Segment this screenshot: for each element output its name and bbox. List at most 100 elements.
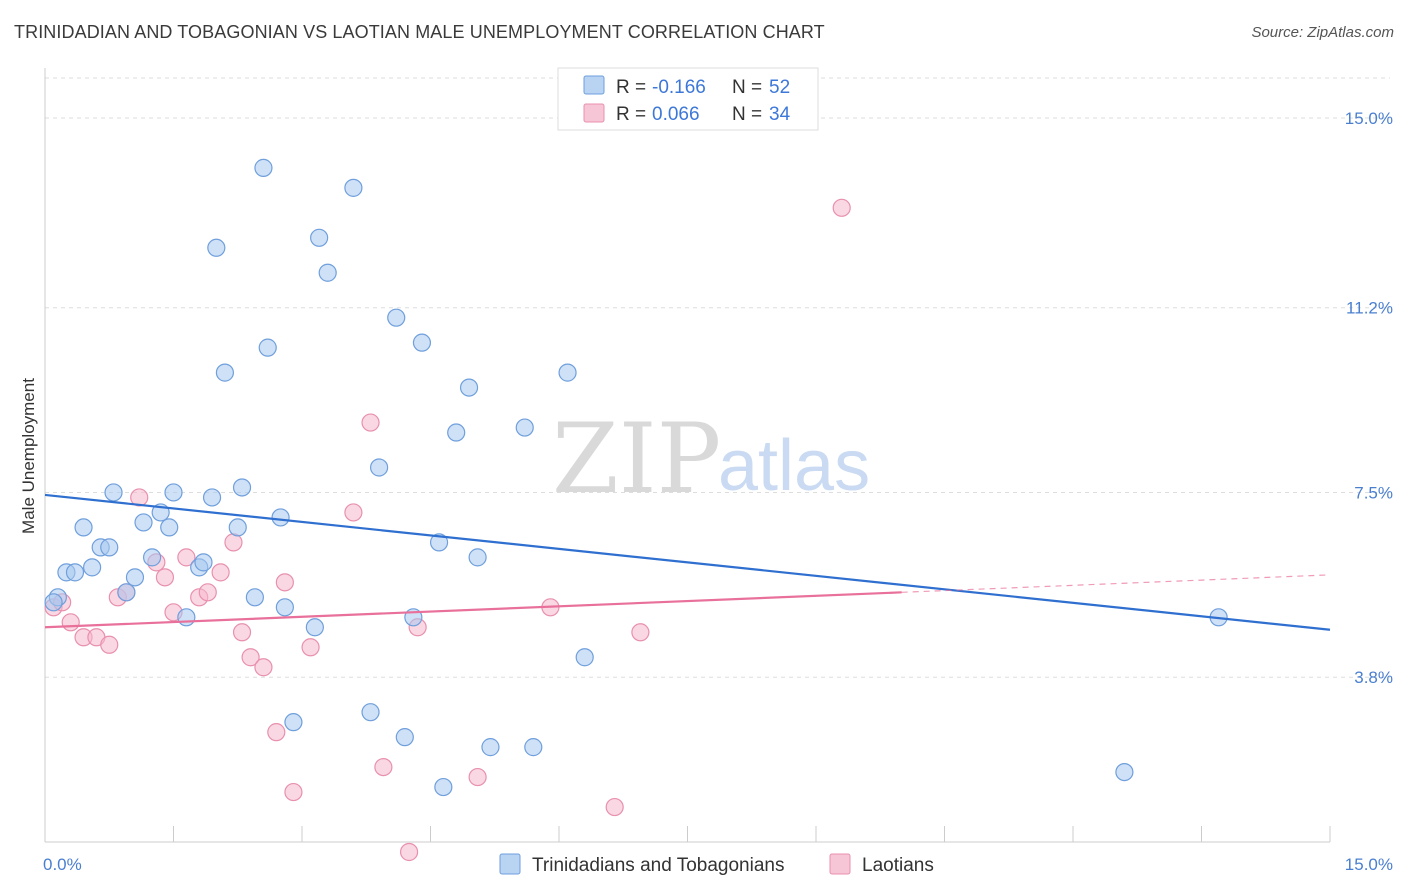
point-trinidadian (65, 563, 85, 582)
point-trinidadian (459, 378, 479, 397)
point-laotian (198, 583, 217, 602)
point-laotian (100, 635, 119, 654)
point-trinidadian (370, 458, 389, 477)
point-trinidadian (558, 363, 577, 382)
point-trinidadian (271, 508, 290, 527)
legend-r-label: R = (616, 104, 646, 125)
point-laotian (468, 767, 487, 787)
legend-r-value: -0.166 (652, 77, 706, 98)
trend-line-trinidadian (44, 493, 1331, 631)
watermark: ZIP atlas (552, 403, 870, 515)
y-tick-label: 11.2% (1346, 299, 1393, 318)
x-tick-labels: 0.0% 15.0% (43, 855, 1393, 874)
point-laotian (241, 648, 260, 667)
point-trinidadian (194, 553, 213, 572)
watermark-zip: ZIP (552, 403, 721, 515)
legend: R = -0.166 N = 52 R = 0.066 N = 34 (557, 67, 819, 131)
point-trinidadian (228, 518, 247, 537)
legend-n-value: 52 (769, 77, 790, 98)
series-legend-swatch-trinidadian (499, 853, 521, 875)
chart-title: TRINIDADIAN AND TOBAGONIAN VS LAOTIAN MA… (14, 22, 825, 42)
point-trinidadian (125, 568, 145, 587)
point-trinidadian (44, 593, 63, 612)
series-legend-label-laotian: Laotians (862, 855, 934, 876)
point-trinidadian (164, 483, 183, 502)
point-laotian (254, 658, 273, 677)
point-laotian (344, 503, 363, 522)
series-legend: Trinidadians and Tobagonians Laotians (499, 853, 934, 876)
point-trinidadian (429, 533, 449, 552)
point-trinidadian (310, 228, 329, 247)
point-laotian (832, 198, 851, 217)
legend-swatch-trinidadian (583, 75, 605, 95)
point-trinidadian (104, 483, 123, 502)
point-trinidadian (447, 423, 466, 442)
chart-source: Source: ZipAtlas.com (1251, 24, 1394, 41)
point-trinidadian (468, 548, 487, 567)
point-laotian (224, 533, 243, 552)
x-tick-label-max: 15.0% (1345, 855, 1393, 874)
point-trinidadian (344, 178, 363, 197)
grid-lines (45, 77, 1390, 678)
point-trinidadian (361, 703, 380, 722)
point-laotian (61, 613, 80, 632)
point-trinidadian (74, 518, 93, 537)
point-trinidadian (412, 333, 432, 352)
point-laotian (267, 723, 286, 742)
point-trinidadian (1115, 762, 1134, 782)
point-trinidadian (83, 558, 102, 577)
point-trinidadian (202, 488, 222, 507)
point-trinidadian (387, 308, 406, 327)
legend-swatch-laotian (583, 103, 605, 123)
point-trinidadian (258, 338, 277, 357)
data-points (44, 158, 1228, 862)
point-laotian (155, 568, 175, 587)
series-legend-label-trinidadian: Trinidadians and Tobagonians (532, 855, 784, 876)
point-trinidadian (100, 538, 119, 557)
point-laotian (301, 638, 320, 657)
point-trinidadian (275, 598, 294, 617)
legend-n-label: N = (732, 77, 762, 98)
watermark-atlas: atlas (718, 426, 870, 506)
y-tick-label: 7.5% (1354, 483, 1393, 502)
legend-r-value: 0.066 (652, 104, 700, 125)
point-trinidadian (395, 728, 414, 747)
point-trinidadian (305, 618, 324, 637)
y-axis-label: Male Unemployment (19, 378, 38, 534)
point-laotian (177, 548, 196, 567)
point-trinidadian (284, 713, 303, 732)
point-trinidadian (515, 418, 534, 437)
point-trinidadian (232, 478, 252, 497)
point-trinidadian (207, 238, 226, 257)
y-tick-labels: 3.8% 7.5% 11.2% 15.0% (1345, 109, 1393, 687)
series-legend-swatch-laotian (829, 853, 851, 875)
point-laotian (275, 573, 294, 592)
point-trinidadian (481, 738, 500, 757)
point-laotian (361, 413, 380, 432)
trend-line-laotian-extension (901, 574, 1331, 593)
legend-n-label: N = (732, 104, 762, 125)
point-trinidadian (254, 158, 273, 177)
point-trinidadian (524, 738, 543, 757)
trend-line-laotian (44, 591, 902, 629)
point-trinidadian (117, 583, 136, 602)
point-trinidadian (160, 518, 179, 537)
point-trinidadian (177, 608, 196, 627)
point-trinidadian (215, 363, 234, 382)
point-trinidadian (245, 588, 264, 607)
point-laotian (631, 623, 650, 642)
point-laotian (399, 842, 419, 862)
point-laotian (130, 488, 149, 507)
axes (44, 68, 1331, 843)
legend-r-label: R = (616, 77, 646, 98)
point-laotian (374, 757, 393, 777)
point-laotian (605, 797, 624, 817)
y-tick-label: 3.8% (1354, 668, 1393, 687)
trend-lines (44, 493, 1331, 631)
point-trinidadian (318, 263, 337, 282)
point-laotian (284, 782, 303, 802)
x-tick-label-min: 0.0% (43, 855, 82, 874)
legend-n-value: 34 (769, 104, 791, 125)
point-laotian (232, 623, 252, 642)
